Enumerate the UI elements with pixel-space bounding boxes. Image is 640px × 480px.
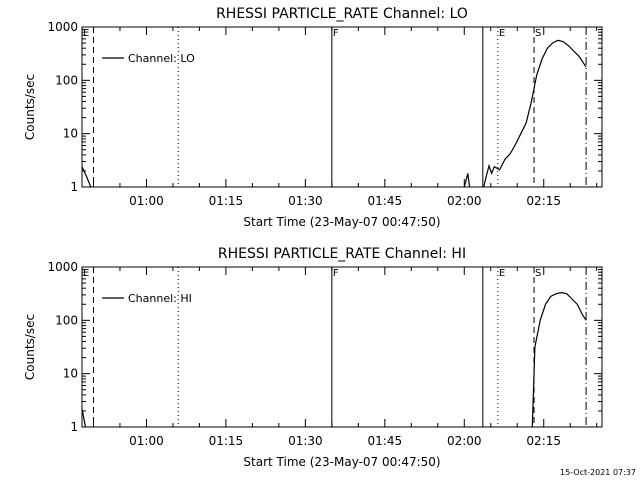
chart1-ytick-label-2: 100 [55, 313, 78, 327]
chart0-ytick-label-2: 100 [55, 73, 78, 87]
chart0-title: RHESSI PARTICLE_RATE Channel: LO [216, 6, 468, 22]
chart0-xtick-label-5: 02:15 [526, 194, 561, 208]
chart0-series-0-segment-2 [483, 39, 587, 188]
chart1-legend-label: Channel: HI [128, 292, 192, 305]
chart1-ylabel: Counts/sec [23, 314, 37, 380]
chart1-xtick-label-0: 01:00 [129, 434, 164, 448]
footer-timestamp: 15-Oct-2021 07:37 [560, 468, 636, 477]
chart1-xtick-label-3: 01:45 [368, 434, 403, 448]
chart1-xlabel: Start Time (23-May-07 00:47:50) [243, 455, 440, 469]
chart0-marker-label-5: E [499, 28, 505, 39]
chart0-series-0-segment-0 [81, 166, 92, 188]
chart0-series-0-segment-1 [463, 173, 471, 188]
chart1-marker-label-6: S [535, 268, 541, 279]
chart1-ytick-label-1: 10 [63, 367, 78, 381]
chart1-xtick-label-1: 01:15 [209, 434, 244, 448]
chart0-ytick-label-0: 1 [70, 180, 78, 194]
chart0-ylabel: Counts/sec [23, 74, 37, 140]
chart0-marker-label-3: F [333, 28, 339, 39]
chart0-xtick-label-2: 01:30 [288, 194, 323, 208]
chart0-xlabel: Start Time (23-May-07 00:47:50) [243, 215, 440, 229]
chart1-marker-label-0: E [83, 268, 89, 279]
chart0-xtick-label-4: 02:00 [447, 194, 482, 208]
chart0-ytick-label-1: 10 [63, 127, 78, 141]
chart-panel-lo: RHESSI PARTICLE_RATE Channel: LO Start Ti… [23, 6, 603, 229]
chart0-legend-label: Channel: LO [128, 52, 195, 65]
chart0-xtick-label-3: 01:45 [368, 194, 403, 208]
chart0-marker-label-0: E [83, 28, 89, 39]
chart0-xtick-label-1: 01:15 [209, 194, 244, 208]
chart0-marker-label-6: S [535, 28, 541, 39]
chart1-xtick-label-4: 02:00 [447, 434, 482, 448]
chart-panel-hi: RHESSI PARTICLE_RATE Channel: HI Start Ti… [23, 246, 603, 469]
chart1-marker-label-5: E [499, 268, 505, 279]
chart1-marker-label-3: F [333, 268, 339, 279]
chart0-ytick-label-3: 1000 [47, 20, 78, 34]
chart1-title: RHESSI PARTICLE_RATE Channel: HI [218, 246, 466, 262]
chart1-series-0-segment-0 [81, 408, 87, 428]
chart0-xtick-label-0: 01:00 [129, 194, 164, 208]
chart1-xtick-label-5: 02:15 [526, 434, 561, 448]
chart1-series-0-segment-1 [531, 291, 587, 428]
chart1-ytick-label-3: 1000 [47, 260, 78, 274]
chart1-xtick-label-2: 01:30 [288, 434, 323, 448]
chart1-ytick-label-0: 1 [70, 420, 78, 434]
